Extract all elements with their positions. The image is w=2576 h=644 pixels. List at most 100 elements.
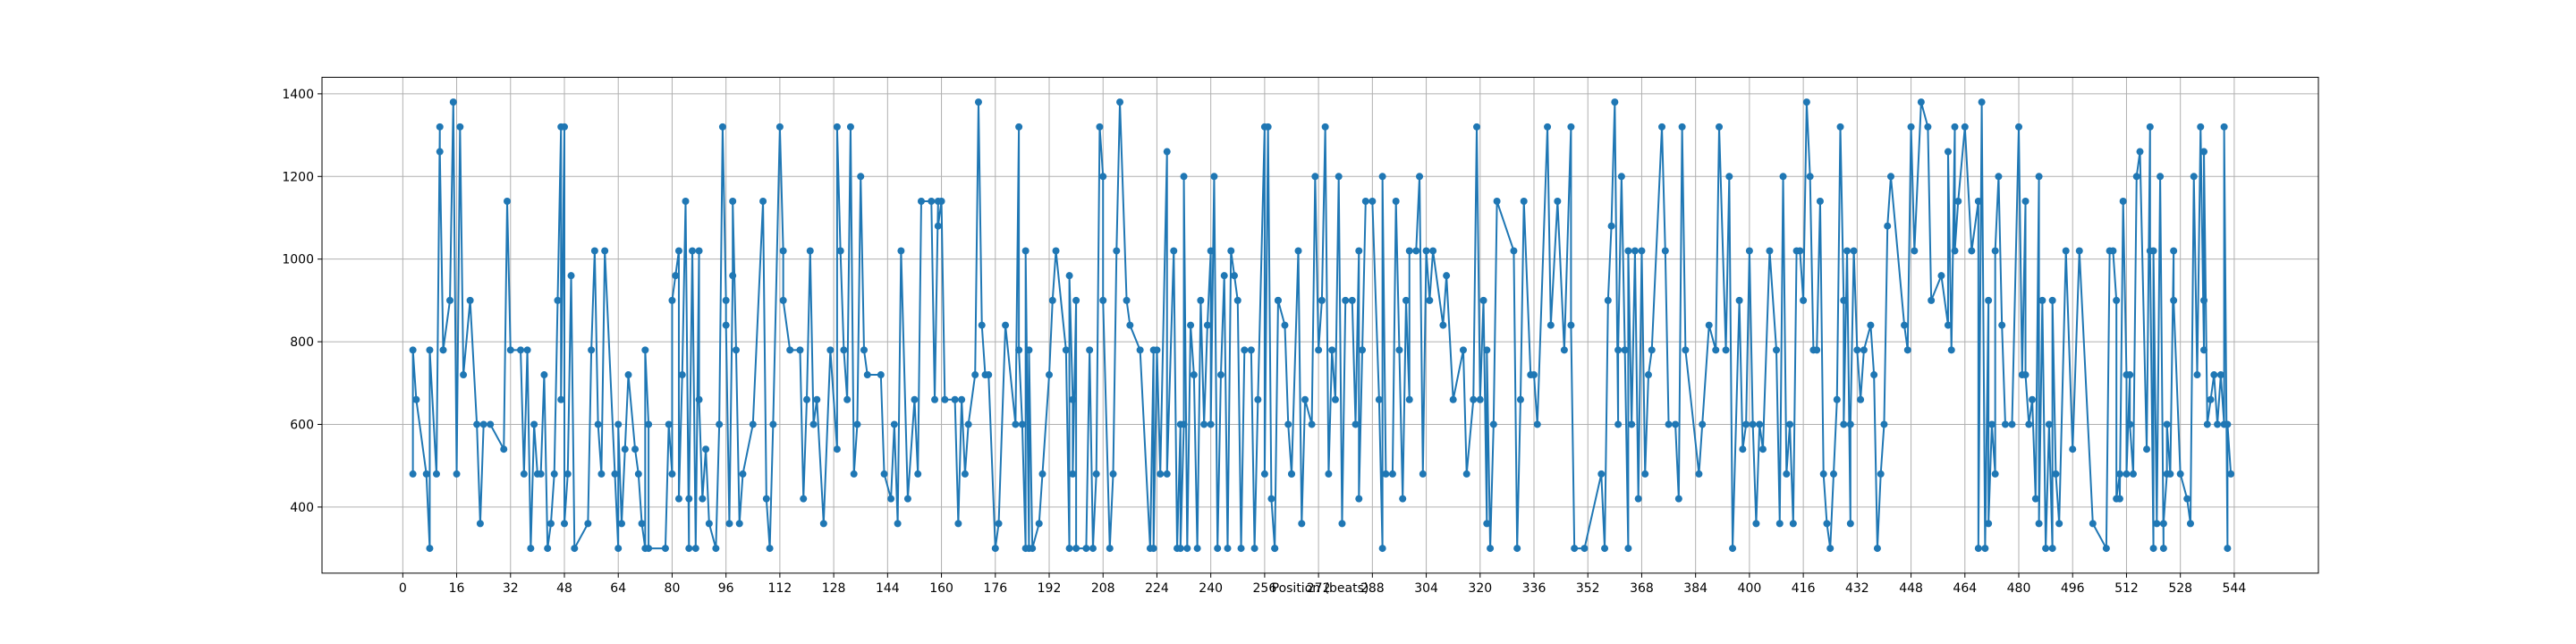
data-point <box>1886 173 1894 181</box>
y-tick-label: 1000 <box>282 253 314 267</box>
data-point <box>2102 545 2110 553</box>
data-point <box>729 198 737 205</box>
data-point <box>1470 395 1478 403</box>
data-point <box>2042 545 2050 553</box>
data-point <box>1123 296 1131 304</box>
data-point <box>1699 420 1707 428</box>
data-point <box>1829 470 1837 478</box>
data-point <box>1375 395 1383 403</box>
data-point <box>1873 545 1881 553</box>
data-point <box>504 198 512 205</box>
data-point <box>1214 545 1222 553</box>
data-point <box>766 545 774 553</box>
data-point <box>530 420 538 428</box>
data-point <box>995 520 1003 528</box>
data-point <box>2203 420 2211 428</box>
data-point <box>1789 520 1797 528</box>
data-point <box>1072 545 1080 553</box>
data-point <box>1725 173 1733 181</box>
data-point <box>1231 272 1239 280</box>
data-point <box>1388 470 1396 478</box>
data-point <box>1944 148 1952 156</box>
data-point <box>601 247 609 255</box>
data-point <box>2029 395 2037 403</box>
data-point <box>685 545 693 553</box>
data-point <box>716 420 724 428</box>
data-point <box>840 346 848 354</box>
data-point <box>718 123 726 131</box>
data-point <box>1880 420 1888 428</box>
data-point <box>1233 296 1241 304</box>
data-point <box>544 545 552 553</box>
data-point <box>2025 420 2033 428</box>
data-point <box>1813 346 1821 354</box>
data-point <box>1237 545 1245 553</box>
x-tick-label: 48 <box>556 581 572 596</box>
data-point <box>645 420 653 428</box>
data-point <box>1065 272 1073 280</box>
data-point <box>1533 420 1541 428</box>
data-point <box>439 346 447 354</box>
x-tick-label: 544 <box>2223 581 2247 596</box>
data-point <box>1658 123 1666 131</box>
data-point <box>2200 296 2208 304</box>
data-point <box>1449 395 1457 403</box>
data-point <box>1911 247 1919 255</box>
data-point <box>1342 296 1350 304</box>
data-point <box>1846 520 1854 528</box>
data-point <box>1901 321 1909 329</box>
data-point <box>1395 346 1403 354</box>
data-point <box>1429 247 1437 255</box>
data-point <box>857 173 865 181</box>
data-point <box>1422 247 1430 255</box>
data-point <box>668 296 676 304</box>
data-point <box>1479 296 1487 304</box>
data-point <box>1826 545 1835 553</box>
x-tick-label: 0 <box>399 581 407 596</box>
data-point <box>520 470 528 478</box>
data-point <box>1944 321 1952 329</box>
data-point <box>1766 247 1774 255</box>
data-point <box>2200 346 2208 354</box>
data-point <box>1392 198 1400 205</box>
x-tick-label: 384 <box>1683 581 1707 596</box>
data-point <box>2045 420 2053 428</box>
data-point <box>1614 420 1623 428</box>
data-point <box>2207 395 2215 403</box>
data-point <box>1951 247 1959 255</box>
data-point <box>588 346 596 354</box>
data-point <box>803 395 811 403</box>
data-point <box>2055 520 2063 528</box>
data-point <box>1638 247 1646 255</box>
data-point <box>1682 346 1690 354</box>
data-point <box>1180 420 1188 428</box>
data-point <box>1978 98 1986 106</box>
data-point <box>863 371 871 379</box>
data-point <box>2159 545 2167 553</box>
x-tick-label: 32 <box>503 581 519 596</box>
data-point <box>645 545 653 553</box>
data-point <box>806 247 814 255</box>
data-point <box>1321 123 1329 131</box>
data-point <box>991 545 999 553</box>
data-point <box>1260 470 1268 478</box>
data-point <box>931 395 939 403</box>
data-point <box>1416 173 1424 181</box>
data-point <box>466 296 474 304</box>
data-point <box>813 395 821 403</box>
data-point <box>540 371 548 379</box>
data-point <box>1924 123 1932 131</box>
data-point <box>695 395 703 403</box>
data-point <box>1227 247 1235 255</box>
data-point <box>699 495 707 503</box>
data-point <box>1176 545 1184 553</box>
data-point <box>860 346 868 354</box>
x-tick-label: 480 <box>2007 581 2031 596</box>
data-point <box>1459 346 1467 354</box>
data-point <box>779 296 787 304</box>
data-point <box>941 395 949 403</box>
data-point <box>682 198 690 205</box>
data-point <box>446 296 454 304</box>
x-tick-label: 192 <box>1038 581 1062 596</box>
data-point <box>2035 173 2043 181</box>
